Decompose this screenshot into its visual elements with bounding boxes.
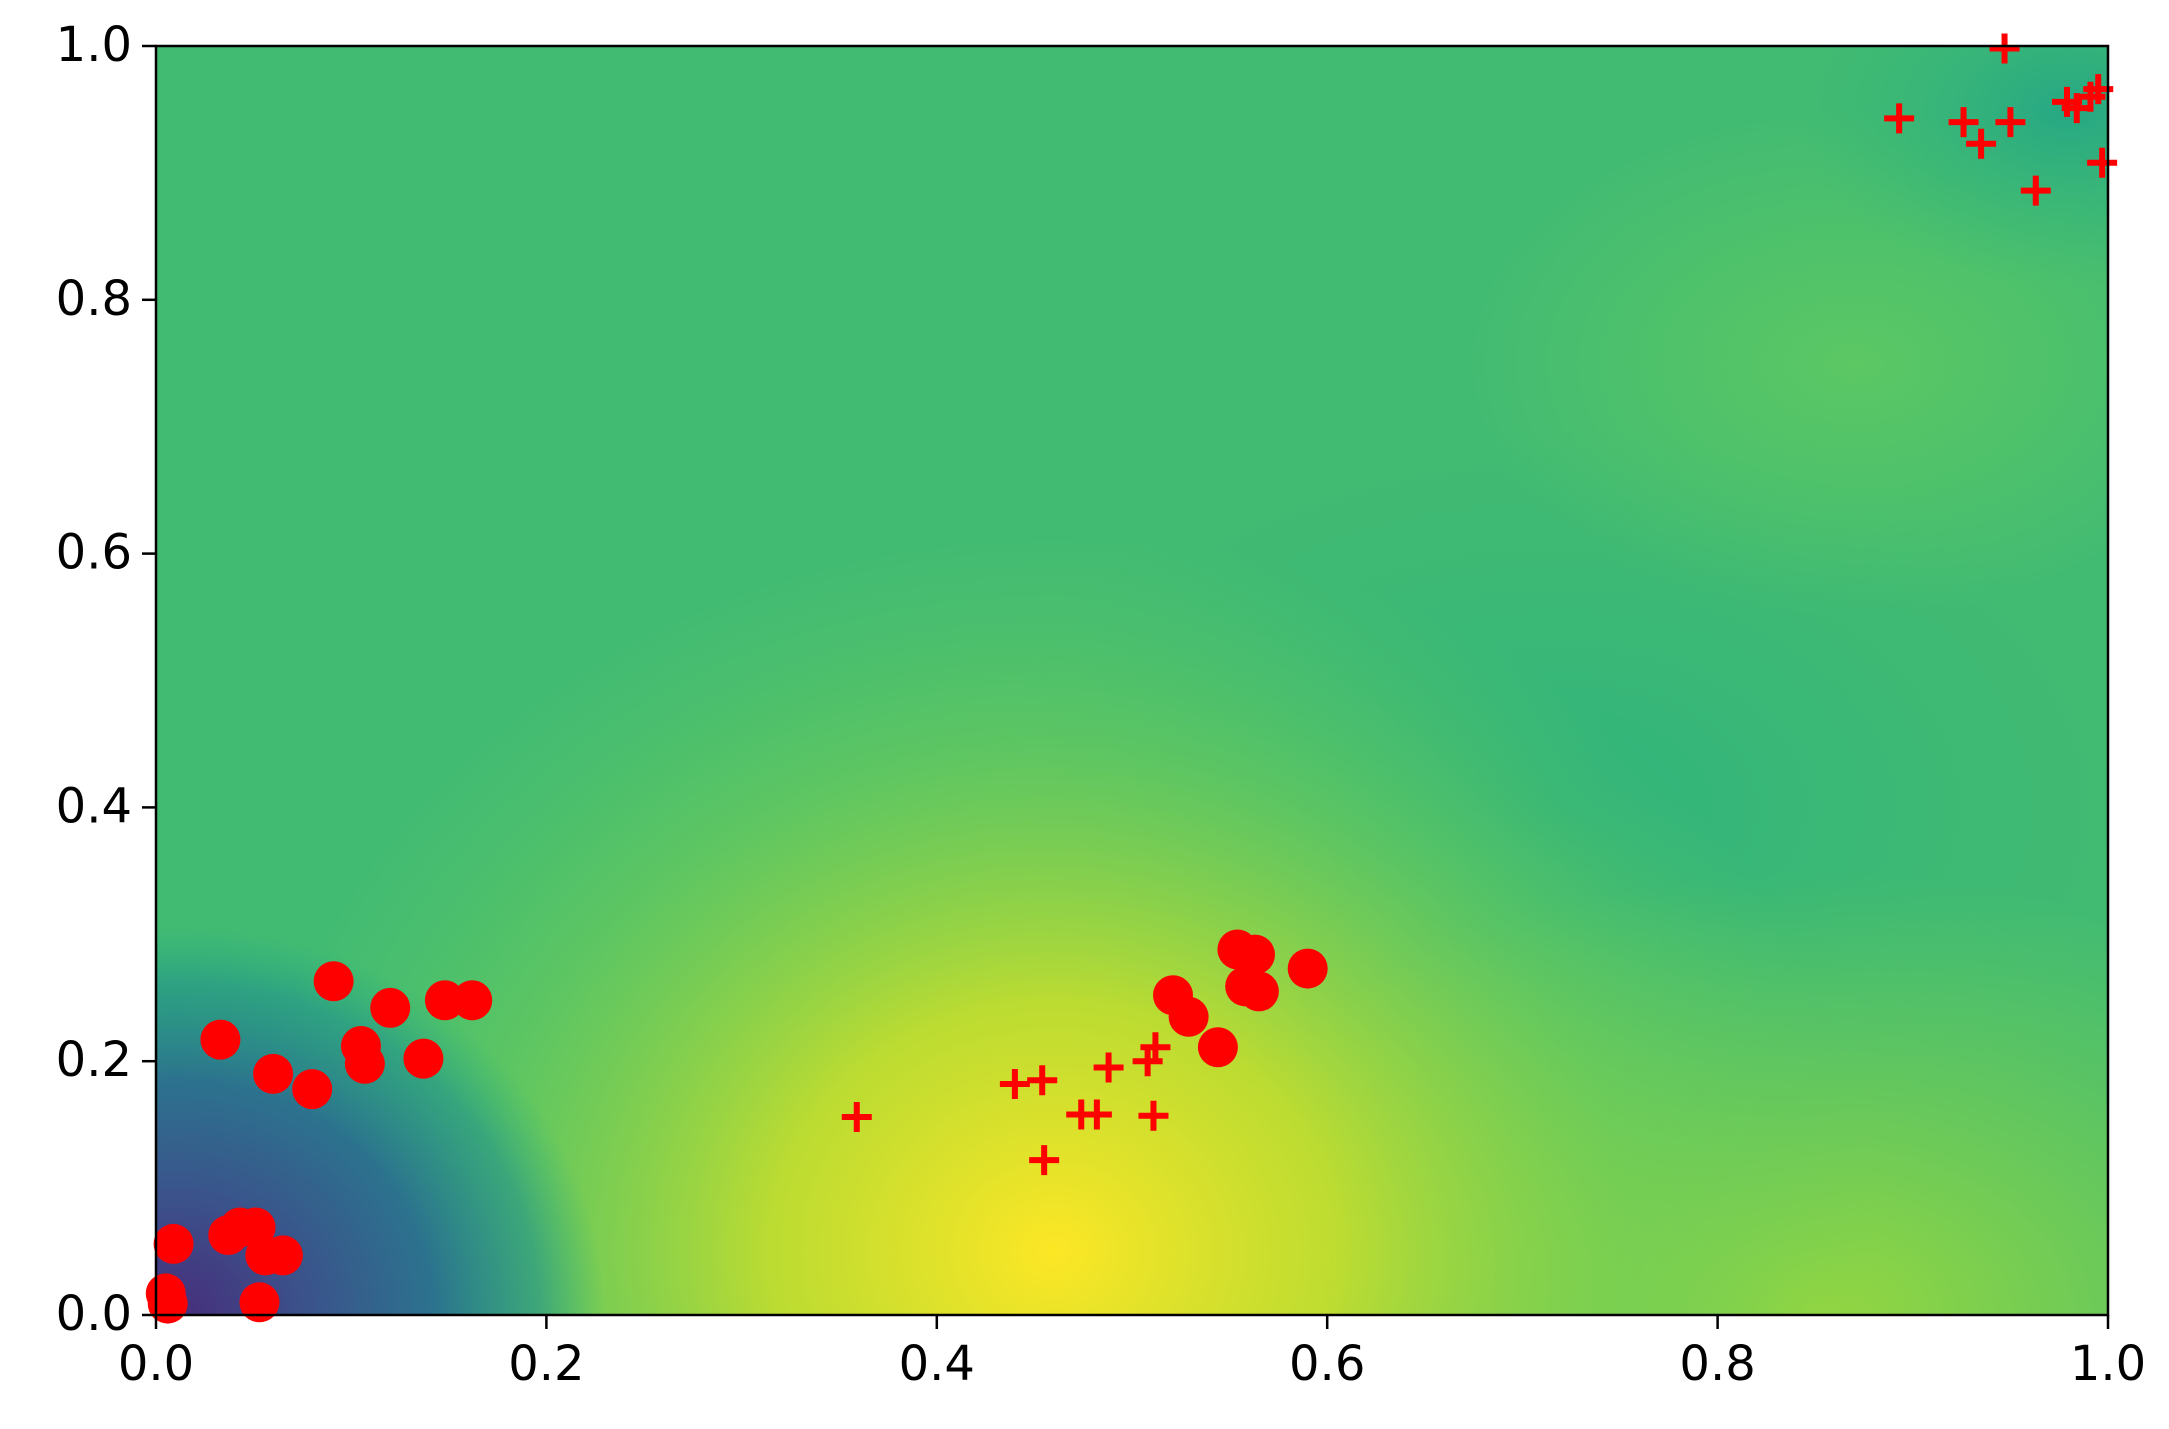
circle-marker [1234, 934, 1275, 975]
plus-marker [2020, 175, 2051, 206]
circle-marker [452, 980, 493, 1021]
circle-marker [1168, 996, 1209, 1037]
y-tick-label: 0.6 [56, 525, 132, 581]
y-tick-label: 0.8 [56, 271, 132, 327]
y-tick-label: 0.2 [56, 1032, 132, 1088]
plus-marker [1138, 1100, 1169, 1131]
plus-marker [1884, 103, 1915, 134]
circle-marker [262, 1235, 303, 1276]
circle-marker [292, 1069, 333, 1110]
x-tick-label: 0.0 [118, 1336, 194, 1392]
heatmap [156, 46, 2108, 1315]
plus-marker [1995, 107, 2026, 138]
plus-marker [1948, 107, 1979, 138]
axes-frame [154, 44, 2110, 1317]
plus-marker [1081, 1099, 1112, 1130]
x-tick-label: 0.8 [1679, 1336, 1755, 1392]
plus-marker [999, 1069, 1030, 1100]
y-tick-label: 1.0 [56, 17, 132, 73]
circle-marker [370, 987, 411, 1028]
plus-marker [2087, 147, 2118, 178]
circle-marker [1238, 971, 1279, 1012]
circle-marker [1287, 948, 1328, 989]
plus-marker [1989, 33, 2020, 64]
plus-marker [841, 1102, 872, 1133]
circle-marker [403, 1038, 444, 1079]
x-tick-label: 0.6 [1289, 1336, 1365, 1392]
plus-marker [1093, 1052, 1124, 1083]
plus-marker [1027, 1065, 1058, 1096]
x-tick-label: 0.4 [899, 1336, 975, 1392]
circle-marker [313, 961, 354, 1002]
marks [145, 33, 2118, 1324]
x-tick-label: 1.0 [2070, 1336, 2146, 1392]
plus-marker [1140, 1032, 1171, 1063]
circle-marker [253, 1053, 294, 1094]
plus-marker [1966, 128, 1997, 159]
circle-marker [344, 1043, 385, 1084]
circle-marker [1197, 1027, 1238, 1068]
circle-marker [239, 1282, 280, 1323]
circle-marker [153, 1223, 194, 1264]
x-tick-label: 0.2 [508, 1336, 584, 1392]
circle-marker [147, 1283, 188, 1324]
plus-marker [1029, 1145, 1060, 1176]
y-tick-label: 0.0 [56, 1286, 132, 1342]
circle-marker [424, 980, 465, 1021]
y-tick-label: 0.4 [56, 778, 132, 834]
circle-marker [200, 1019, 241, 1060]
